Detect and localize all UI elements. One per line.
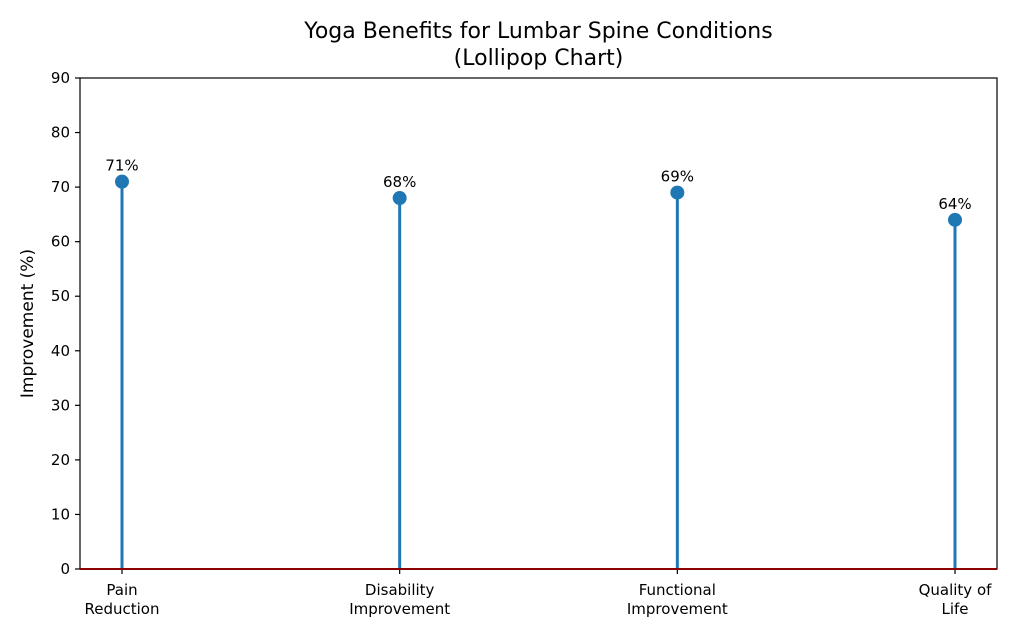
lollipop-marker xyxy=(115,174,129,189)
data-label: 71% xyxy=(105,157,138,175)
chart-title-line: (Lollipop Chart) xyxy=(454,46,624,71)
x-tick-label: Disability xyxy=(365,581,435,599)
lollipop-marker xyxy=(948,212,962,227)
y-axis-label: Improvement (%) xyxy=(18,249,38,398)
plot-frame xyxy=(79,77,998,570)
y-tick-label: 20 xyxy=(51,451,70,469)
chart-title-line: Yoga Benefits for Lumbar Spine Condition… xyxy=(303,19,772,44)
data-label: 64% xyxy=(938,195,971,213)
lollipop-marker xyxy=(392,191,407,206)
x-tick-label: Quality of xyxy=(919,581,993,599)
y-tick-label: 0 xyxy=(60,560,70,578)
y-tick-label: 40 xyxy=(51,342,70,360)
x-tick-label: Reduction xyxy=(85,600,160,618)
x-tick-label: Pain xyxy=(106,581,137,599)
y-tick-label: 90 xyxy=(51,69,70,87)
x-tick-label: Life xyxy=(941,600,968,618)
data-label: 69% xyxy=(661,168,694,186)
x-tick-label: Improvement xyxy=(349,600,450,618)
plot-area xyxy=(79,77,998,570)
y-tick-label: 50 xyxy=(51,287,70,305)
y-tick-label: 10 xyxy=(51,505,70,523)
x-tick-label: Functional xyxy=(639,581,716,599)
lollipop-marker xyxy=(670,185,685,200)
y-axis: 0 10 20 30 40 50 60 70 80 90 Improvement (%) xyxy=(18,69,80,578)
y-tick-label: 60 xyxy=(51,233,70,251)
data-marks: 71% 68% 69% 64% xyxy=(80,157,997,570)
y-tick-label: 70 xyxy=(51,178,70,196)
y-tick-label: 30 xyxy=(51,396,70,414)
data-label: 68% xyxy=(383,173,416,191)
x-tick-label: Improvement xyxy=(627,600,728,618)
x-axis: PainReductionDisabilityImprovementFuncti… xyxy=(85,569,993,618)
y-tick-label: 80 xyxy=(51,124,70,142)
chart-title: Yoga Benefits for Lumbar Spine Condition… xyxy=(303,19,772,71)
